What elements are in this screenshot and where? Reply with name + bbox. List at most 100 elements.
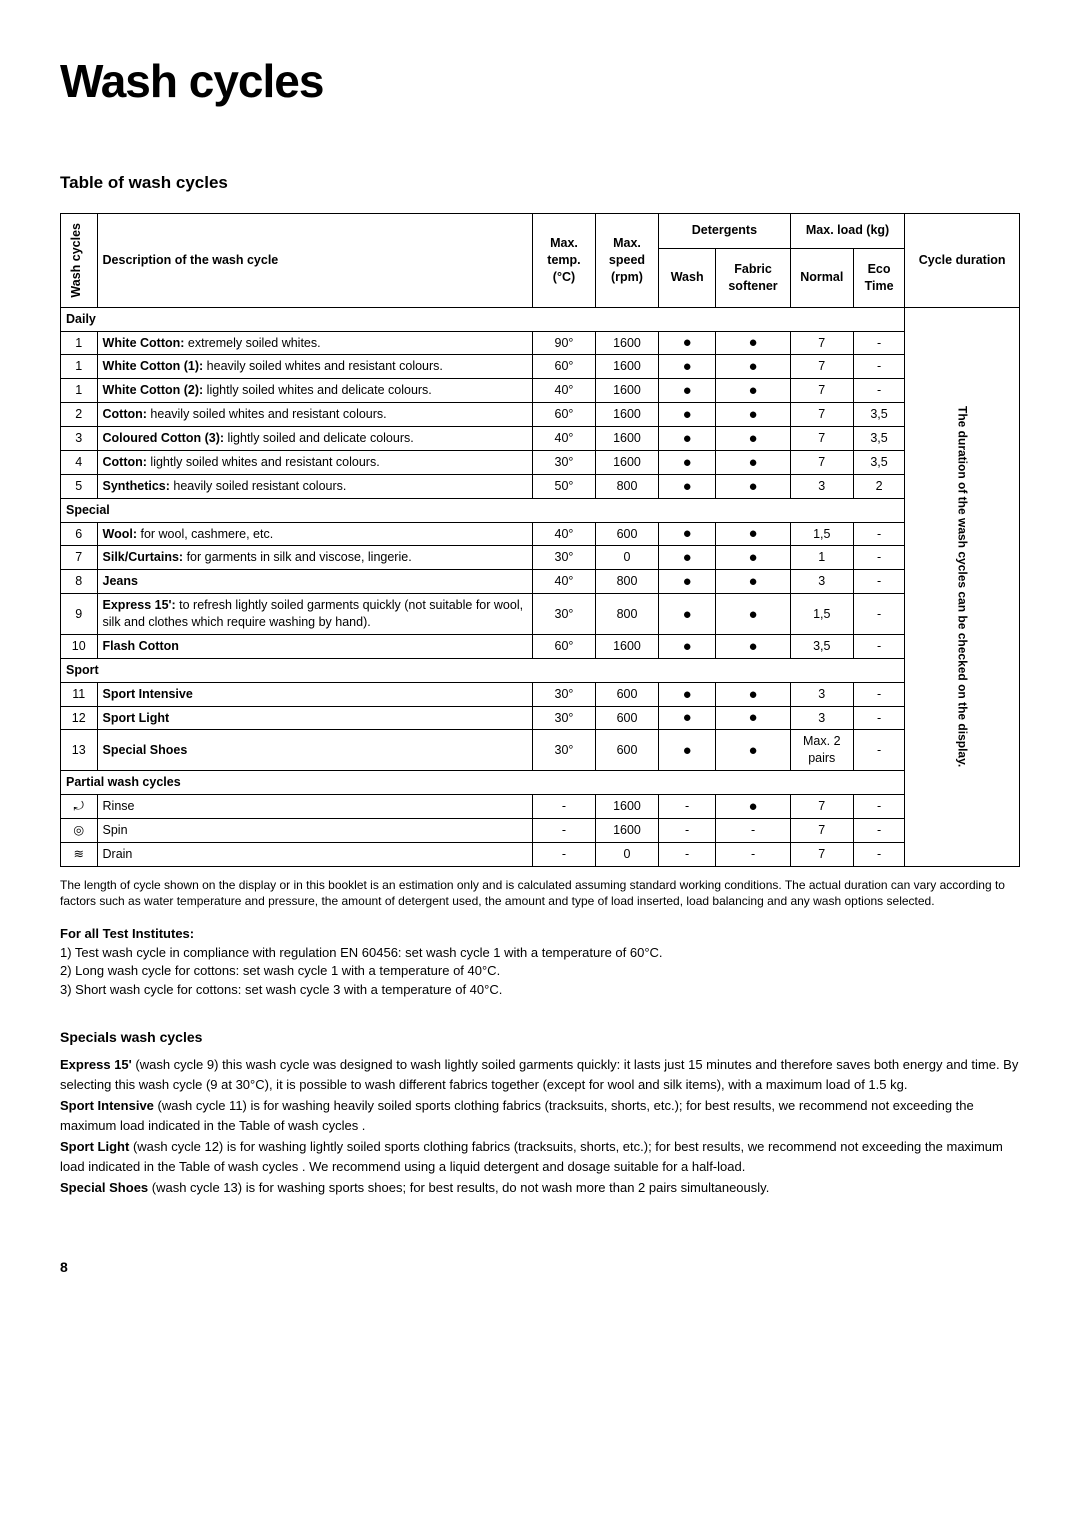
- cycle-speed: 1600: [595, 634, 658, 658]
- cycle-normal: 7: [790, 842, 853, 866]
- cycle-eco: 3,5: [853, 403, 905, 427]
- cycle-number: ◎: [61, 818, 98, 842]
- cycle-wash: ●: [659, 570, 716, 594]
- cycle-normal: 7: [790, 427, 853, 451]
- cycle-temp: 30°: [532, 730, 595, 771]
- table-heading: Table of wash cycles: [60, 172, 1020, 195]
- table-row: 8Jeans40°800●●3-: [61, 570, 1020, 594]
- table-row: 4Cotton: lightly soiled whites and resis…: [61, 450, 1020, 474]
- cycle-wash: -: [659, 842, 716, 866]
- table-footnote: The length of cycle shown on the display…: [60, 877, 1020, 909]
- table-row: 13Special Shoes30°600●●Max. 2 pairs-: [61, 730, 1020, 771]
- cycle-normal: Max. 2 pairs: [790, 730, 853, 771]
- table-row: ⤾Rinse-1600-●7-: [61, 795, 1020, 819]
- cycle-number: 12: [61, 706, 98, 730]
- cycle-softener: ●: [716, 474, 790, 498]
- cycle-description: Wool: for wool, cashmere, etc.: [97, 522, 532, 546]
- table-row: 11Sport Intensive30°600●●3-: [61, 682, 1020, 706]
- cycle-eco: -: [853, 355, 905, 379]
- cycle-speed: 600: [595, 730, 658, 771]
- cycle-temp: 50°: [532, 474, 595, 498]
- table-row: 10Flash Cotton60°1600●●3,5-: [61, 634, 1020, 658]
- cycle-softener: ●: [716, 403, 790, 427]
- institutes-line: 1) Test wash cycle in compliance with re…: [60, 944, 1020, 962]
- cycle-description: Sport Light: [97, 706, 532, 730]
- specials-heading: Specials wash cycles: [60, 1028, 1020, 1047]
- cycle-description: Sport Intensive: [97, 682, 532, 706]
- cycle-temp: 60°: [532, 355, 595, 379]
- cycle-temp: 60°: [532, 403, 595, 427]
- cycle-temp: -: [532, 842, 595, 866]
- col-max-temp: Max. temp. (°C): [532, 214, 595, 308]
- cycle-temp: 40°: [532, 570, 595, 594]
- cycle-normal: 1: [790, 546, 853, 570]
- cycle-normal: 7: [790, 355, 853, 379]
- cycle-description: White Cotton (1): heavily soiled whites …: [97, 355, 532, 379]
- cycle-description: Cotton: lightly soiled whites and resist…: [97, 450, 532, 474]
- cycle-description: Rinse: [97, 795, 532, 819]
- cycle-softener: ●: [716, 450, 790, 474]
- table-row: 1White Cotton (1): heavily soiled whites…: [61, 355, 1020, 379]
- cycle-temp: 30°: [532, 546, 595, 570]
- specials-body: Express 15' (wash cycle 9) this wash cyc…: [60, 1055, 1020, 1198]
- cycle-temp: 30°: [532, 450, 595, 474]
- cycle-number: 3: [61, 427, 98, 451]
- cycle-normal: 7: [790, 795, 853, 819]
- cycle-speed: 0: [595, 546, 658, 570]
- cycle-number: 7: [61, 546, 98, 570]
- col-wash: Wash: [659, 248, 716, 307]
- institutes-heading: For all Test Institutes:: [60, 925, 1020, 943]
- col-normal: Normal: [790, 248, 853, 307]
- cycle-number: ≋: [61, 842, 98, 866]
- cycle-softener: ●: [716, 682, 790, 706]
- col-wash-cycles: Wash cycles: [66, 217, 87, 304]
- cycle-temp: 30°: [532, 682, 595, 706]
- cycle-temp: -: [532, 818, 595, 842]
- cycle-description: White Cotton (2): lightly soiled whites …: [97, 379, 532, 403]
- cycle-eco: 3,5: [853, 450, 905, 474]
- group-label: Partial wash cycles: [61, 771, 905, 795]
- cycle-softener: ●: [716, 795, 790, 819]
- cycle-softener: ●: [716, 570, 790, 594]
- cycle-wash: ●: [659, 450, 716, 474]
- cycle-wash: ●: [659, 546, 716, 570]
- cycle-normal: 1,5: [790, 594, 853, 635]
- cycle-description: Express 15': to refresh lightly soiled g…: [97, 594, 532, 635]
- cycle-description: Silk/Curtains: for garments in silk and …: [97, 546, 532, 570]
- col-cycle-duration: Cycle duration: [905, 214, 1020, 308]
- cycle-wash: ●: [659, 594, 716, 635]
- table-row: 5Synthetics: heavily soiled resistant co…: [61, 474, 1020, 498]
- cycle-temp: 60°: [532, 634, 595, 658]
- specials-paragraph: Special Shoes (wash cycle 13) is for was…: [60, 1178, 1020, 1198]
- cycle-description: White Cotton: extremely soiled whites.: [97, 331, 532, 355]
- test-institutes: For all Test Institutes: 1) Test wash cy…: [60, 925, 1020, 998]
- cycle-temp: 90°: [532, 331, 595, 355]
- cycle-normal: 7: [790, 379, 853, 403]
- institutes-line: 3) Short wash cycle for cottons: set was…: [60, 981, 1020, 999]
- cycle-softener: ●: [716, 427, 790, 451]
- page-number: 8: [60, 1258, 1020, 1277]
- cycle-number: ⤾: [61, 795, 98, 819]
- table-row: 1White Cotton (2): lightly soiled whites…: [61, 379, 1020, 403]
- cycle-softener: -: [716, 818, 790, 842]
- cycle-temp: 30°: [532, 706, 595, 730]
- cycle-wash: ●: [659, 474, 716, 498]
- table-row: 12Sport Light30°600●●3-: [61, 706, 1020, 730]
- cycle-softener: ●: [716, 730, 790, 771]
- cycle-speed: 1600: [595, 450, 658, 474]
- cycle-wash: ●: [659, 403, 716, 427]
- specials-paragraph: Sport Intensive (wash cycle 11) is for w…: [60, 1096, 1020, 1135]
- table-row: ◎Spin-1600--7-: [61, 818, 1020, 842]
- cycle-normal: 7: [790, 403, 853, 427]
- cycle-speed: 1600: [595, 355, 658, 379]
- col-description: Description of the wash cycle: [97, 214, 532, 308]
- cycle-speed: 1600: [595, 403, 658, 427]
- cycle-normal: 3,5: [790, 634, 853, 658]
- table-row: 3Coloured Cotton (3): lightly soiled and…: [61, 427, 1020, 451]
- cycle-speed: 1600: [595, 795, 658, 819]
- cycle-eco: -: [853, 379, 905, 403]
- cycle-number: 4: [61, 450, 98, 474]
- cycle-softener: ●: [716, 546, 790, 570]
- page-title: Wash cycles: [60, 50, 1020, 112]
- cycle-speed: 600: [595, 522, 658, 546]
